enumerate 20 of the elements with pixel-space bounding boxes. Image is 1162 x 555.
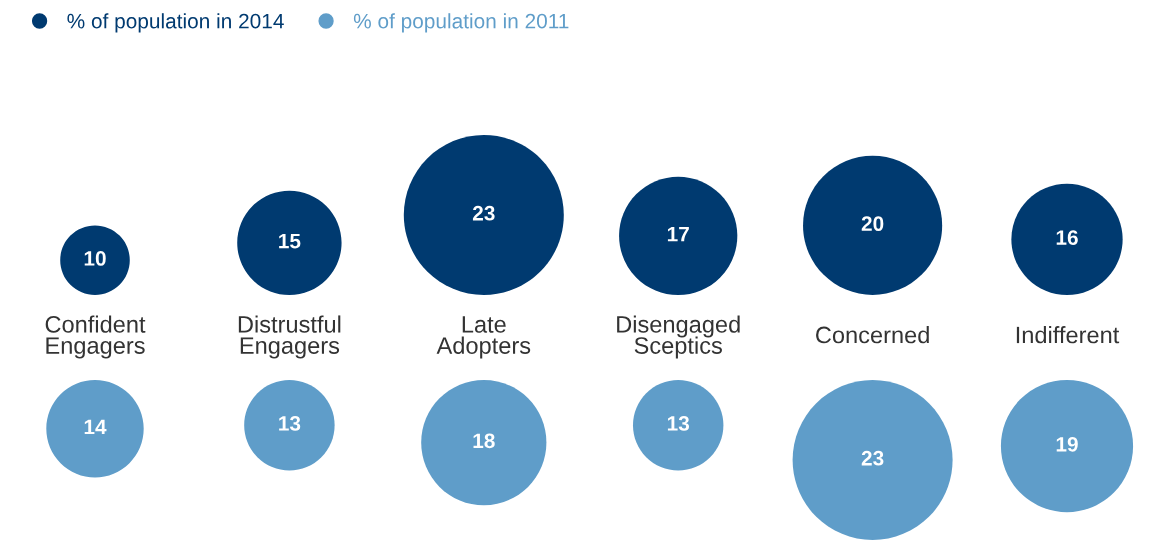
data-label: 20 [861, 216, 884, 232]
data-label: 10 [84, 251, 106, 266]
data-label: 19 [1056, 436, 1078, 452]
data-label: 13 [667, 416, 690, 431]
data-label: 23 [472, 205, 495, 221]
category-label: Confident Engagers [45, 315, 146, 359]
data-label: 14 [84, 419, 107, 435]
category-label: Disengaged Sceptics [617, 315, 740, 359]
legend-label: % of population in 2014 [67, 13, 284, 33]
data-label: 15 [279, 233, 301, 249]
category-label: Indifferent [1016, 325, 1120, 344]
legend-label: % of population in 2011 [353, 13, 569, 33]
category-label: Concerned [816, 325, 929, 344]
data-label: 18 [473, 433, 495, 449]
category-label: Late Adopters [436, 316, 531, 359]
data-label: 16 [1056, 230, 1078, 245]
data-label: 13 [279, 416, 301, 431]
data-label: 23 [861, 450, 884, 466]
data-label: 17 [667, 226, 689, 242]
category-label: Distrustful Engagers [238, 315, 341, 359]
